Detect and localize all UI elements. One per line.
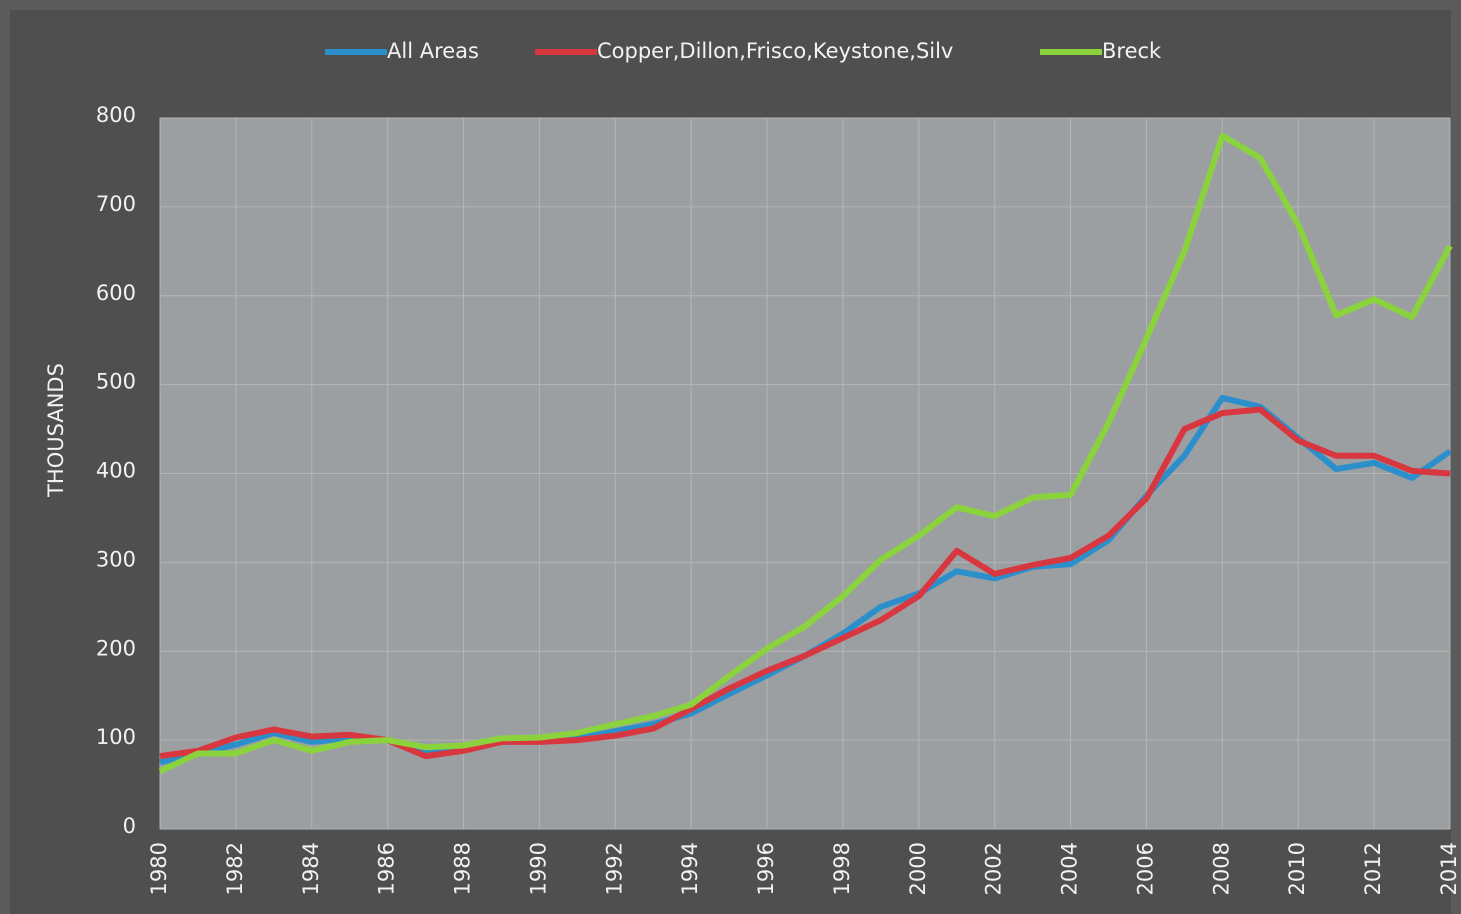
y-tick-label: 200: [96, 636, 136, 660]
y-tick-label: 700: [96, 192, 136, 216]
x-tick-label: 1984: [299, 842, 323, 895]
legend-label: All Areas: [387, 39, 479, 63]
y-axis-title: THOUSANDS: [44, 363, 68, 498]
x-tick-label: 2000: [906, 842, 930, 895]
x-tick-label: 2010: [1285, 842, 1309, 895]
y-tick-label: 300: [96, 547, 136, 571]
y-tick-label: 0: [123, 814, 136, 838]
x-tick-label: 2014: [1437, 842, 1461, 895]
x-tick-label: 1996: [754, 842, 778, 895]
x-tick-label: 1992: [602, 842, 626, 895]
x-tick-label: 2004: [1058, 842, 1082, 895]
series-line: [158, 132, 1453, 774]
x-tick-label: 1998: [830, 842, 854, 895]
y-tick-label: 100: [96, 725, 136, 749]
y-tick-label: 800: [96, 103, 136, 127]
x-tick-label: 1990: [526, 842, 550, 895]
legend-label: Breck: [1102, 39, 1162, 63]
x-tick-label: 2002: [982, 842, 1006, 895]
x-tick-label: 1982: [223, 842, 247, 895]
x-tick-label: 2006: [1133, 842, 1157, 895]
x-tick-label: 2012: [1361, 842, 1385, 895]
x-tick-label: 1988: [451, 842, 475, 895]
legend-label: Copper,Dillon,Frisco,Keystone,Silv: [597, 39, 953, 63]
x-tick-label: 2008: [1209, 842, 1233, 895]
y-tick-label: 400: [96, 459, 136, 483]
x-tick-label: 1980: [147, 842, 171, 895]
y-tick-label: 600: [96, 281, 136, 305]
y-tick-label: 500: [96, 370, 136, 394]
x-tick-label: 1994: [678, 842, 702, 895]
x-tick-label: 1986: [375, 842, 399, 895]
